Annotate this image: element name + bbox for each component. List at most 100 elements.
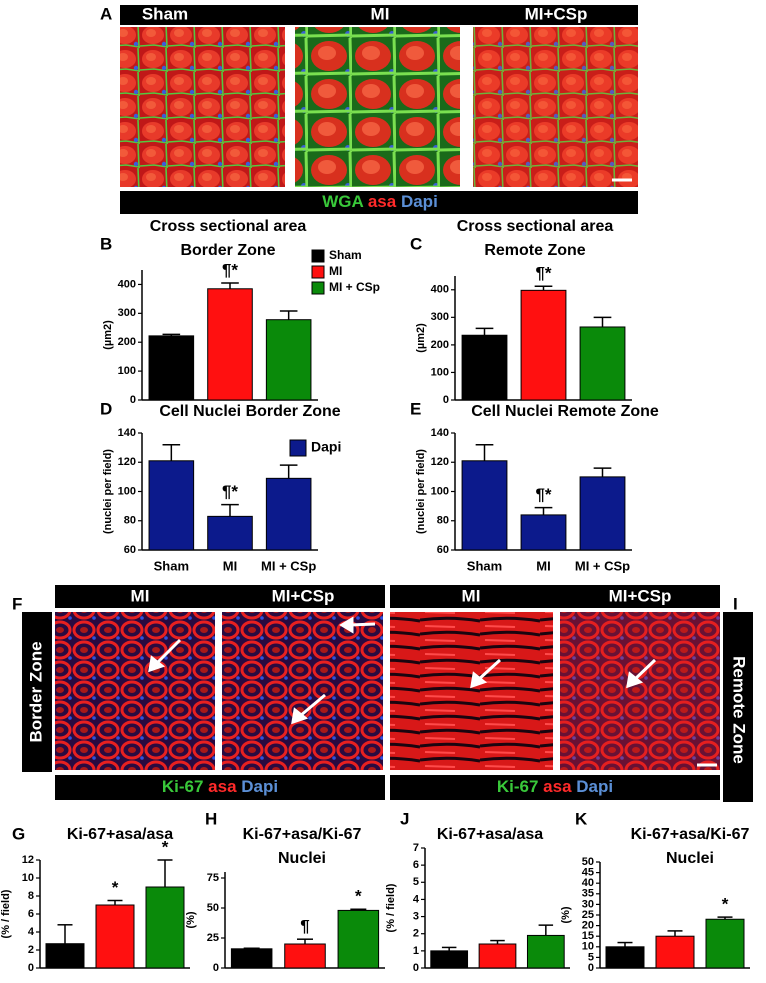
significance-label: * — [355, 887, 362, 906]
legend-swatch — [289, 439, 307, 457]
chart-title: Ki-67+asa/asa — [67, 826, 173, 843]
y-tick-label: 100 — [431, 485, 449, 497]
y-tick-label: 60 — [124, 544, 136, 556]
y-tick-label: 0 — [28, 962, 34, 974]
chart-subtitle: Remote Zone — [484, 242, 585, 259]
y-tick-label: 4 — [413, 893, 420, 905]
y-tick-label: 400 — [118, 278, 136, 290]
y-tick-label: 5 — [588, 951, 594, 963]
y-tick-label: 0 — [413, 962, 419, 974]
y-tick-label: 80 — [437, 515, 449, 527]
chart-title: Ki-67+asa/Ki-67 — [243, 826, 362, 843]
micrograph — [55, 612, 215, 770]
chart-title: Ki-67+asa/asa — [437, 826, 543, 843]
x-tick-label: MI + CSp — [261, 558, 316, 573]
column-header: MI+CSp — [525, 4, 588, 23]
legend-label: Sham — [329, 248, 362, 262]
bar — [520, 289, 567, 401]
bar — [705, 918, 745, 969]
y-axis-label: (%) — [560, 906, 572, 923]
stain-name: asa — [208, 777, 237, 796]
panel-label: J — [400, 809, 409, 828]
legend-swatch — [311, 281, 325, 295]
y-tick-label: 100 — [431, 366, 449, 378]
legend-label: MI — [329, 264, 342, 278]
y-axis-label: (µm2) — [102, 320, 114, 350]
bar — [461, 334, 508, 401]
bar — [526, 934, 565, 969]
y-tick-label: 25 — [207, 932, 219, 944]
micrograph — [390, 612, 553, 770]
y-axis-label: (% / field) — [0, 889, 12, 938]
header-bar — [120, 5, 638, 25]
chart-title: Cross sectional area — [150, 218, 307, 235]
significance-label: * — [162, 837, 169, 856]
y-tick-label: 300 — [118, 307, 136, 319]
y-tick-label: 140 — [431, 427, 449, 439]
column-header: Sham — [142, 4, 188, 23]
micrograph — [473, 27, 638, 187]
panel-label: G — [12, 824, 25, 843]
bar — [430, 950, 469, 969]
header-bar — [55, 585, 385, 608]
bar — [265, 319, 312, 401]
y-tick-label: 7 — [413, 842, 419, 854]
y-tick-label: 200 — [118, 336, 136, 348]
x-tick-label: MI — [223, 558, 237, 573]
y-tick-label: 2 — [413, 928, 419, 940]
column-header: MI+CSp — [272, 586, 335, 605]
bar — [207, 515, 253, 551]
y-tick-label: 6 — [28, 908, 34, 920]
panel-label: B — [100, 234, 112, 253]
bar — [148, 460, 195, 551]
chart-title: Cross sectional area — [457, 218, 614, 235]
panel-label: C — [410, 234, 422, 253]
panel-label: H — [205, 809, 217, 828]
y-tick-label: 60 — [437, 544, 449, 556]
y-tick-label: 2 — [28, 944, 34, 956]
bar — [145, 886, 185, 969]
panel-label: A — [100, 4, 112, 23]
micrograph-tint — [473, 27, 638, 187]
y-tick-label: 5 — [413, 876, 419, 888]
y-tick-label: 50 — [207, 902, 219, 914]
y-tick-label: 400 — [431, 284, 449, 296]
bar — [478, 943, 517, 969]
side-label: Remote Zone — [730, 656, 749, 764]
bar — [207, 288, 253, 401]
bar — [95, 904, 135, 969]
stain-name: Dapi — [241, 777, 278, 796]
bar — [45, 943, 85, 969]
y-tick-label: 12 — [22, 854, 34, 866]
bar — [655, 935, 695, 969]
header-bar — [390, 585, 720, 608]
stain-name: WGA — [322, 192, 363, 211]
y-tick-label: 4 — [28, 926, 35, 938]
chart-subtitle: Nuclei — [666, 850, 714, 867]
y-tick-label: 3 — [413, 910, 419, 922]
stain-name: Dapi — [401, 192, 438, 211]
y-tick-label: 0 — [213, 962, 219, 974]
stain-bar — [390, 775, 720, 800]
y-tick-label: 120 — [118, 456, 136, 468]
column-header: MI — [131, 586, 150, 605]
legend-label: MI + CSp — [329, 280, 380, 294]
column-header: MI — [371, 4, 390, 23]
panel-label: D — [100, 399, 112, 418]
column-header: MI+CSp — [609, 586, 672, 605]
y-tick-label: 0 — [443, 394, 449, 406]
y-axis-label: (nuclei per field) — [102, 449, 114, 534]
stain-name: Ki-67 — [162, 777, 204, 796]
legend-swatch — [311, 249, 325, 263]
y-tick-label: 75 — [207, 872, 219, 884]
micrograph — [560, 612, 720, 770]
y-axis-label: (nuclei per field) — [415, 449, 427, 534]
y-tick-label: 25 — [582, 909, 594, 921]
micrograph — [120, 27, 285, 187]
legend-label: Dapi — [311, 439, 341, 455]
stain-bar — [120, 191, 638, 214]
bar — [461, 460, 508, 551]
column-header: MI — [462, 586, 481, 605]
y-tick-label: 8 — [28, 890, 34, 902]
y-tick-label: 0 — [130, 394, 136, 406]
